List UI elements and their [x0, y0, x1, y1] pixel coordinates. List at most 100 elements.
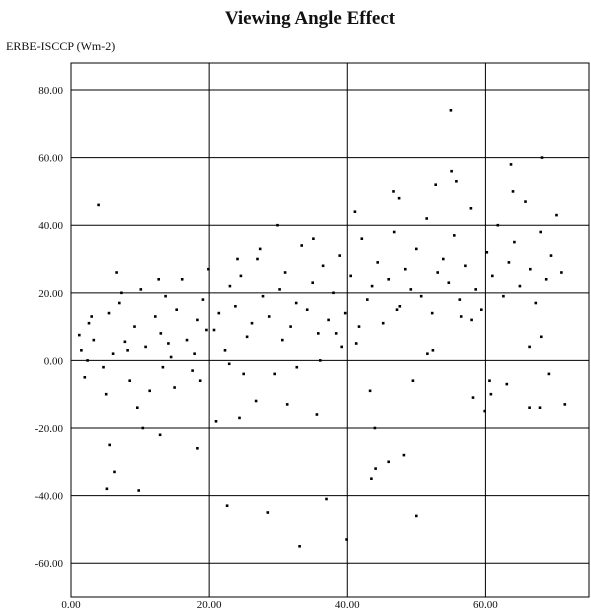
- y-tick-label: -60.00: [35, 558, 64, 570]
- data-point: [325, 497, 328, 501]
- data-point: [464, 264, 467, 268]
- data-point: [312, 237, 315, 240]
- data-point: [250, 321, 254, 325]
- chart-title: Viewing Angle Effect: [224, 8, 396, 29]
- data-point: [196, 447, 199, 450]
- data-point: [381, 321, 385, 325]
- data-point: [225, 504, 229, 507]
- data-point: [223, 349, 227, 352]
- data-point: [175, 308, 178, 311]
- data-point: [509, 163, 513, 166]
- data-point: [496, 223, 500, 227]
- data-point: [474, 288, 477, 291]
- data-point: [294, 301, 298, 305]
- data-point: [360, 237, 364, 240]
- data-point: [430, 311, 434, 315]
- data-point: [470, 318, 473, 322]
- data-point: [111, 352, 115, 355]
- data-point: [281, 338, 284, 342]
- data-point: [276, 223, 279, 227]
- data-point: [340, 345, 343, 349]
- data-point: [118, 301, 121, 305]
- data-point: [459, 315, 463, 318]
- data-point: [158, 433, 162, 437]
- data-point: [113, 470, 116, 474]
- data-point: [338, 254, 341, 257]
- data-point: [483, 409, 486, 413]
- data-point: [278, 288, 281, 291]
- data-point: [321, 264, 325, 268]
- data-point: [180, 278, 184, 281]
- data-point: [256, 257, 259, 261]
- data-point: [169, 355, 173, 359]
- data-point: [185, 338, 189, 342]
- data-point: [395, 308, 399, 311]
- data-point: [511, 190, 515, 193]
- x-tick-labels: 0.00 20.00 40.00 60.00: [61, 599, 498, 610]
- data-point: [345, 538, 348, 541]
- data-point: [105, 487, 109, 491]
- data-point: [86, 359, 89, 362]
- data-point: [458, 298, 462, 301]
- data-point: [245, 335, 249, 339]
- data-point: [128, 379, 131, 382]
- data-point: [126, 349, 129, 352]
- x-tick-label: 20.00: [197, 599, 222, 610]
- data-point: [164, 294, 167, 298]
- data-point: [450, 169, 453, 173]
- data-point: [254, 399, 258, 403]
- data-point: [505, 382, 509, 386]
- data-point: [539, 230, 542, 234]
- data-point: [267, 315, 271, 318]
- data-point: [236, 257, 239, 261]
- data-point: [261, 294, 265, 298]
- data-point: [173, 386, 176, 389]
- data-point: [104, 392, 108, 396]
- data-point: [411, 379, 415, 382]
- data-point: [139, 288, 143, 291]
- data-point: [148, 389, 151, 393]
- data-point: [489, 392, 493, 396]
- data-point: [239, 274, 243, 278]
- data-point: [327, 318, 330, 322]
- data-point: [370, 477, 373, 480]
- y-tick-label: 60.00: [38, 153, 63, 165]
- data-point: [87, 321, 91, 325]
- data-point: [471, 396, 475, 399]
- data-points: [78, 109, 567, 548]
- y-tick-label: 40.00: [38, 220, 63, 232]
- data-point: [488, 379, 491, 382]
- data-point: [534, 301, 538, 305]
- data-point: [402, 453, 406, 457]
- data-point: [107, 311, 111, 315]
- data-point: [426, 352, 429, 355]
- data-point: [191, 369, 194, 372]
- data-point: [480, 308, 483, 311]
- plot-area: [70, 62, 590, 598]
- data-point: [193, 352, 196, 355]
- data-point: [283, 271, 287, 274]
- y-tick-label: 0.00: [44, 355, 64, 367]
- data-point: [442, 257, 445, 261]
- data-point: [83, 376, 87, 379]
- data-point: [115, 271, 118, 274]
- x-tick-label: 40.00: [335, 599, 360, 610]
- data-point: [447, 281, 451, 284]
- y-tick-labels: 80.00 60.00 40.00 20.00 0.00 -20.00 -40.00 -60.…: [35, 85, 64, 570]
- data-point: [415, 514, 418, 518]
- data-point: [409, 288, 413, 291]
- data-point: [343, 311, 347, 315]
- y-tick-label: -40.00: [35, 491, 64, 503]
- data-point: [354, 342, 358, 345]
- data-point: [123, 340, 127, 344]
- data-point: [319, 359, 322, 362]
- data-point: [373, 426, 377, 430]
- data-point: [357, 325, 361, 328]
- data-point: [370, 284, 374, 288]
- data-point: [449, 109, 453, 112]
- data-point: [227, 362, 231, 366]
- data-point: [436, 271, 439, 274]
- data-point: [207, 267, 210, 271]
- data-point: [258, 247, 262, 251]
- data-point: [198, 379, 202, 382]
